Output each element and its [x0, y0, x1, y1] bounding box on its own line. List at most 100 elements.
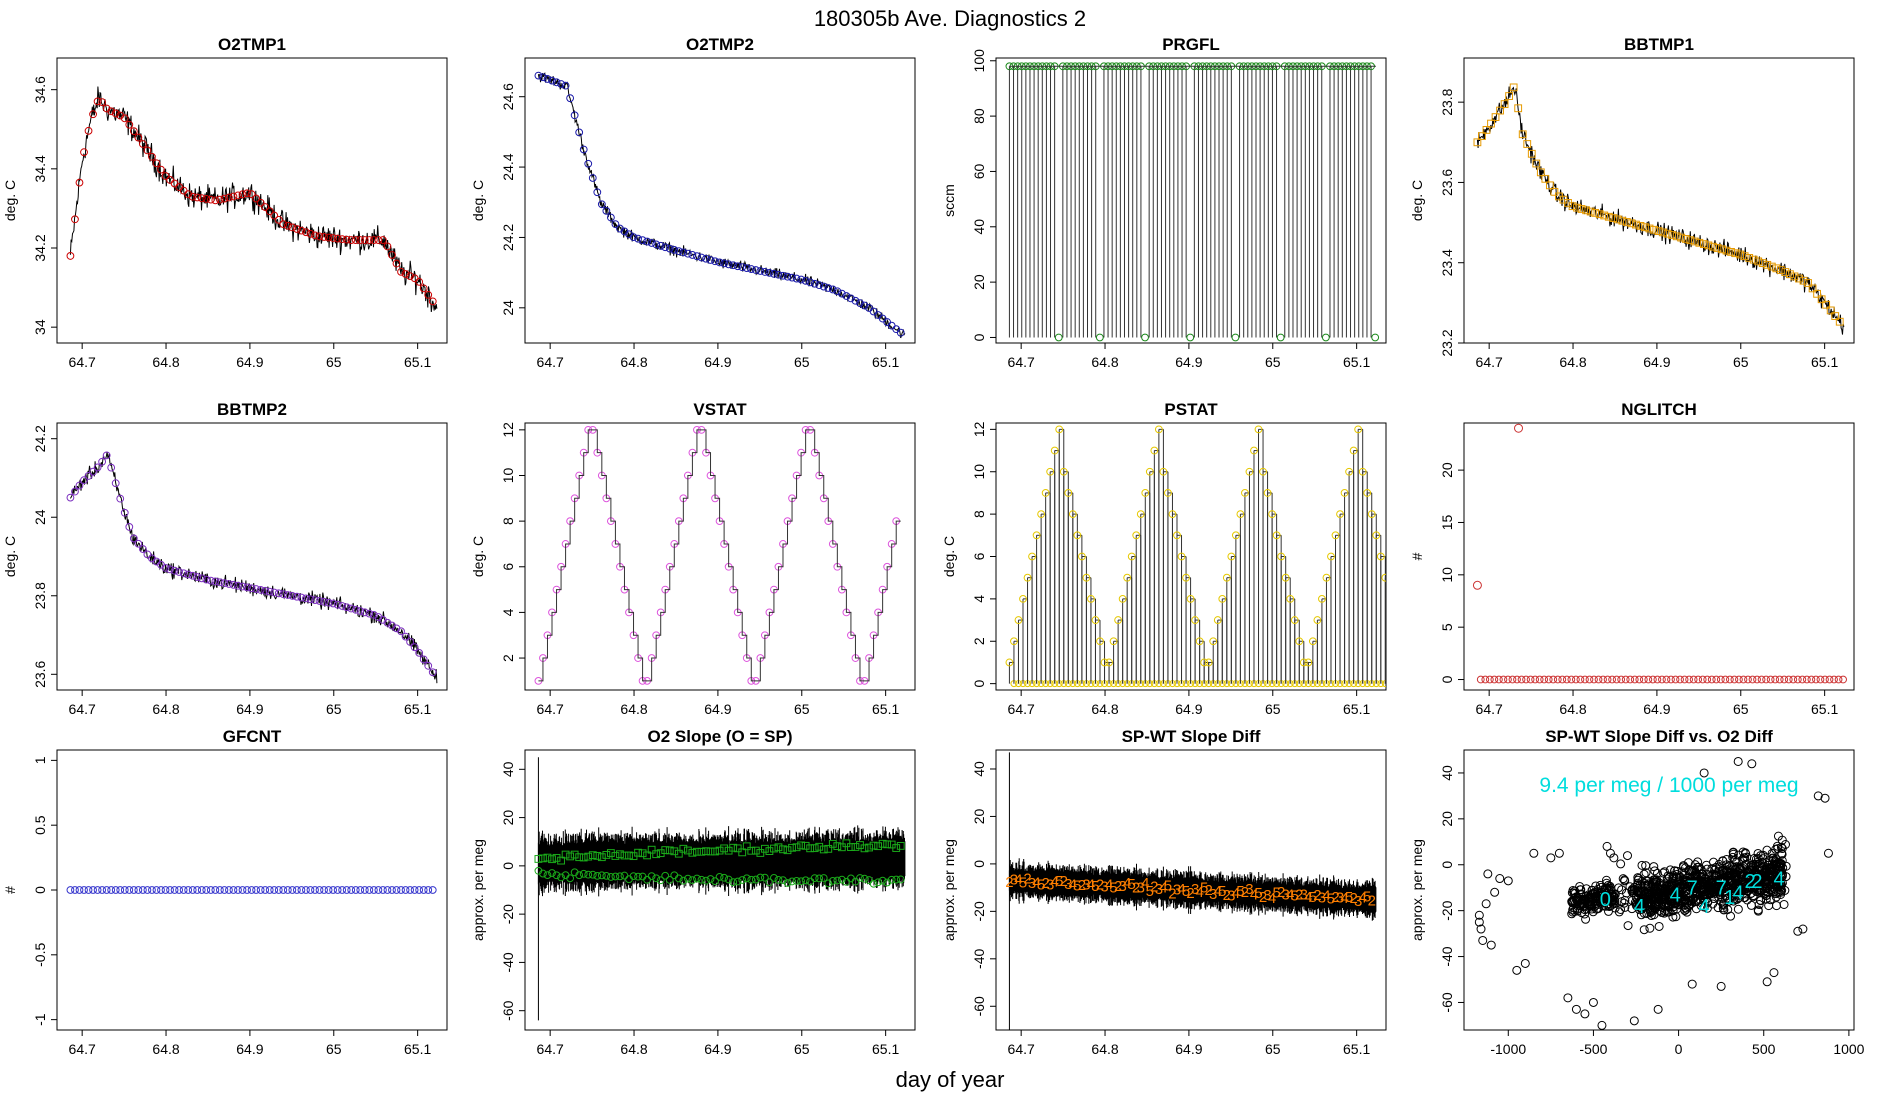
panel-title: SP-WT Slope Diff vs. O2 Diff	[1545, 727, 1773, 746]
data-point	[152, 886, 161, 894]
data-point	[819, 282, 828, 291]
data-point	[215, 886, 224, 894]
data-point	[1633, 873, 1643, 883]
data-point	[693, 252, 701, 261]
y-tick-label: -60	[971, 996, 987, 1016]
data-point	[702, 847, 710, 856]
data-point	[783, 879, 792, 887]
data-point	[1735, 675, 1743, 684]
x-tick-label: 65	[1733, 354, 1749, 370]
data-point	[1757, 675, 1766, 684]
data-point	[1649, 910, 1659, 920]
data-point	[1712, 675, 1721, 684]
data-point	[333, 234, 342, 243]
data-point	[611, 852, 620, 860]
panel-title: BBTMP1	[1624, 35, 1694, 54]
data-point	[1691, 904, 1701, 914]
data-point	[751, 266, 760, 274]
y-tick-label: 10	[1439, 567, 1455, 583]
data-point	[1730, 675, 1739, 684]
data-point	[548, 76, 556, 85]
panel-prgfl: PRGFL 64.7 64.8 64.9 65 65.1 0 20 40 60 80 100 sccm	[941, 35, 1387, 370]
y-tick-label: 23.6	[32, 660, 48, 687]
digit-marker: 5	[1182, 883, 1190, 900]
data-point	[401, 632, 410, 641]
data-point	[1569, 903, 1579, 913]
digit-marker: 2	[1295, 886, 1303, 903]
data-point	[1754, 257, 1763, 266]
data-point	[1750, 876, 1760, 886]
data-point	[1276, 333, 1285, 342]
data-point	[1385, 598, 1386, 600]
data-point	[792, 876, 801, 885]
data-point	[1667, 675, 1675, 684]
data-point	[534, 855, 543, 863]
y-tick-label: 100	[971, 49, 987, 73]
digit-marker: 5	[1146, 883, 1154, 900]
data-point	[643, 851, 652, 860]
plot-area	[534, 71, 906, 339]
y-tick-label: 15	[1439, 514, 1455, 530]
x-tick-label: 65.1	[1343, 701, 1370, 717]
digit-marker: 2	[1150, 878, 1158, 895]
data-point	[760, 844, 769, 853]
data-point	[252, 886, 261, 894]
digit-marker: 3	[1300, 887, 1308, 904]
data-point	[1716, 981, 1726, 991]
data-point	[720, 873, 729, 882]
data-point	[1576, 885, 1586, 895]
data-point	[1729, 894, 1739, 904]
data-point	[333, 600, 342, 609]
data-point	[1693, 857, 1703, 867]
data-point	[1732, 874, 1742, 884]
data-point	[401, 270, 410, 278]
data-point	[234, 886, 242, 894]
data-point	[166, 565, 174, 574]
data-point	[1650, 880, 1660, 890]
data-point	[661, 871, 670, 880]
data-point	[179, 569, 188, 578]
x-tick-label: -1000	[1490, 1041, 1526, 1057]
data-point	[1482, 126, 1491, 134]
data-point	[406, 886, 414, 894]
data-point	[1776, 266, 1785, 274]
x-tick-label: 64.9	[1643, 701, 1670, 717]
x-tick-label: 64.8	[152, 354, 179, 370]
x-tick-label: 64.9	[704, 354, 731, 370]
data-point	[270, 886, 279, 894]
data-point	[1684, 865, 1694, 875]
data-point	[1653, 675, 1662, 684]
digit-marker: 3	[1046, 877, 1054, 894]
x-tick-label: 64.9	[704, 701, 731, 717]
y-tick-label: -0.5	[32, 943, 48, 967]
data-point	[202, 575, 211, 584]
x-tick-label: 64.9	[1643, 354, 1670, 370]
data-point	[1318, 594, 1326, 603]
data-point	[579, 869, 588, 878]
data-point	[342, 603, 351, 612]
data-point	[724, 260, 733, 269]
data-point	[1603, 675, 1612, 684]
data-point	[1231, 531, 1240, 540]
data-point	[597, 871, 606, 880]
data-point	[566, 852, 575, 861]
data-point	[1522, 675, 1530, 684]
digit-marker: 4	[1286, 887, 1294, 904]
data-point	[1732, 862, 1742, 872]
data-point	[220, 886, 229, 894]
data-point	[1710, 869, 1720, 879]
data-point	[1755, 895, 1765, 905]
data-point	[1798, 675, 1807, 684]
data-point	[1703, 675, 1712, 684]
data-point	[602, 851, 611, 859]
digit-marker: 4	[1159, 879, 1167, 896]
digit-marker: 5	[1363, 889, 1371, 906]
data-point	[1549, 675, 1558, 684]
data-point	[1575, 895, 1585, 905]
data-point	[374, 236, 383, 244]
data-point	[419, 886, 428, 894]
data-point	[1478, 132, 1486, 141]
plot-area: 2345234523452345234523452345234523452345…	[1005, 752, 1377, 1030]
data-point	[1340, 489, 1349, 497]
data-point	[220, 194, 229, 203]
